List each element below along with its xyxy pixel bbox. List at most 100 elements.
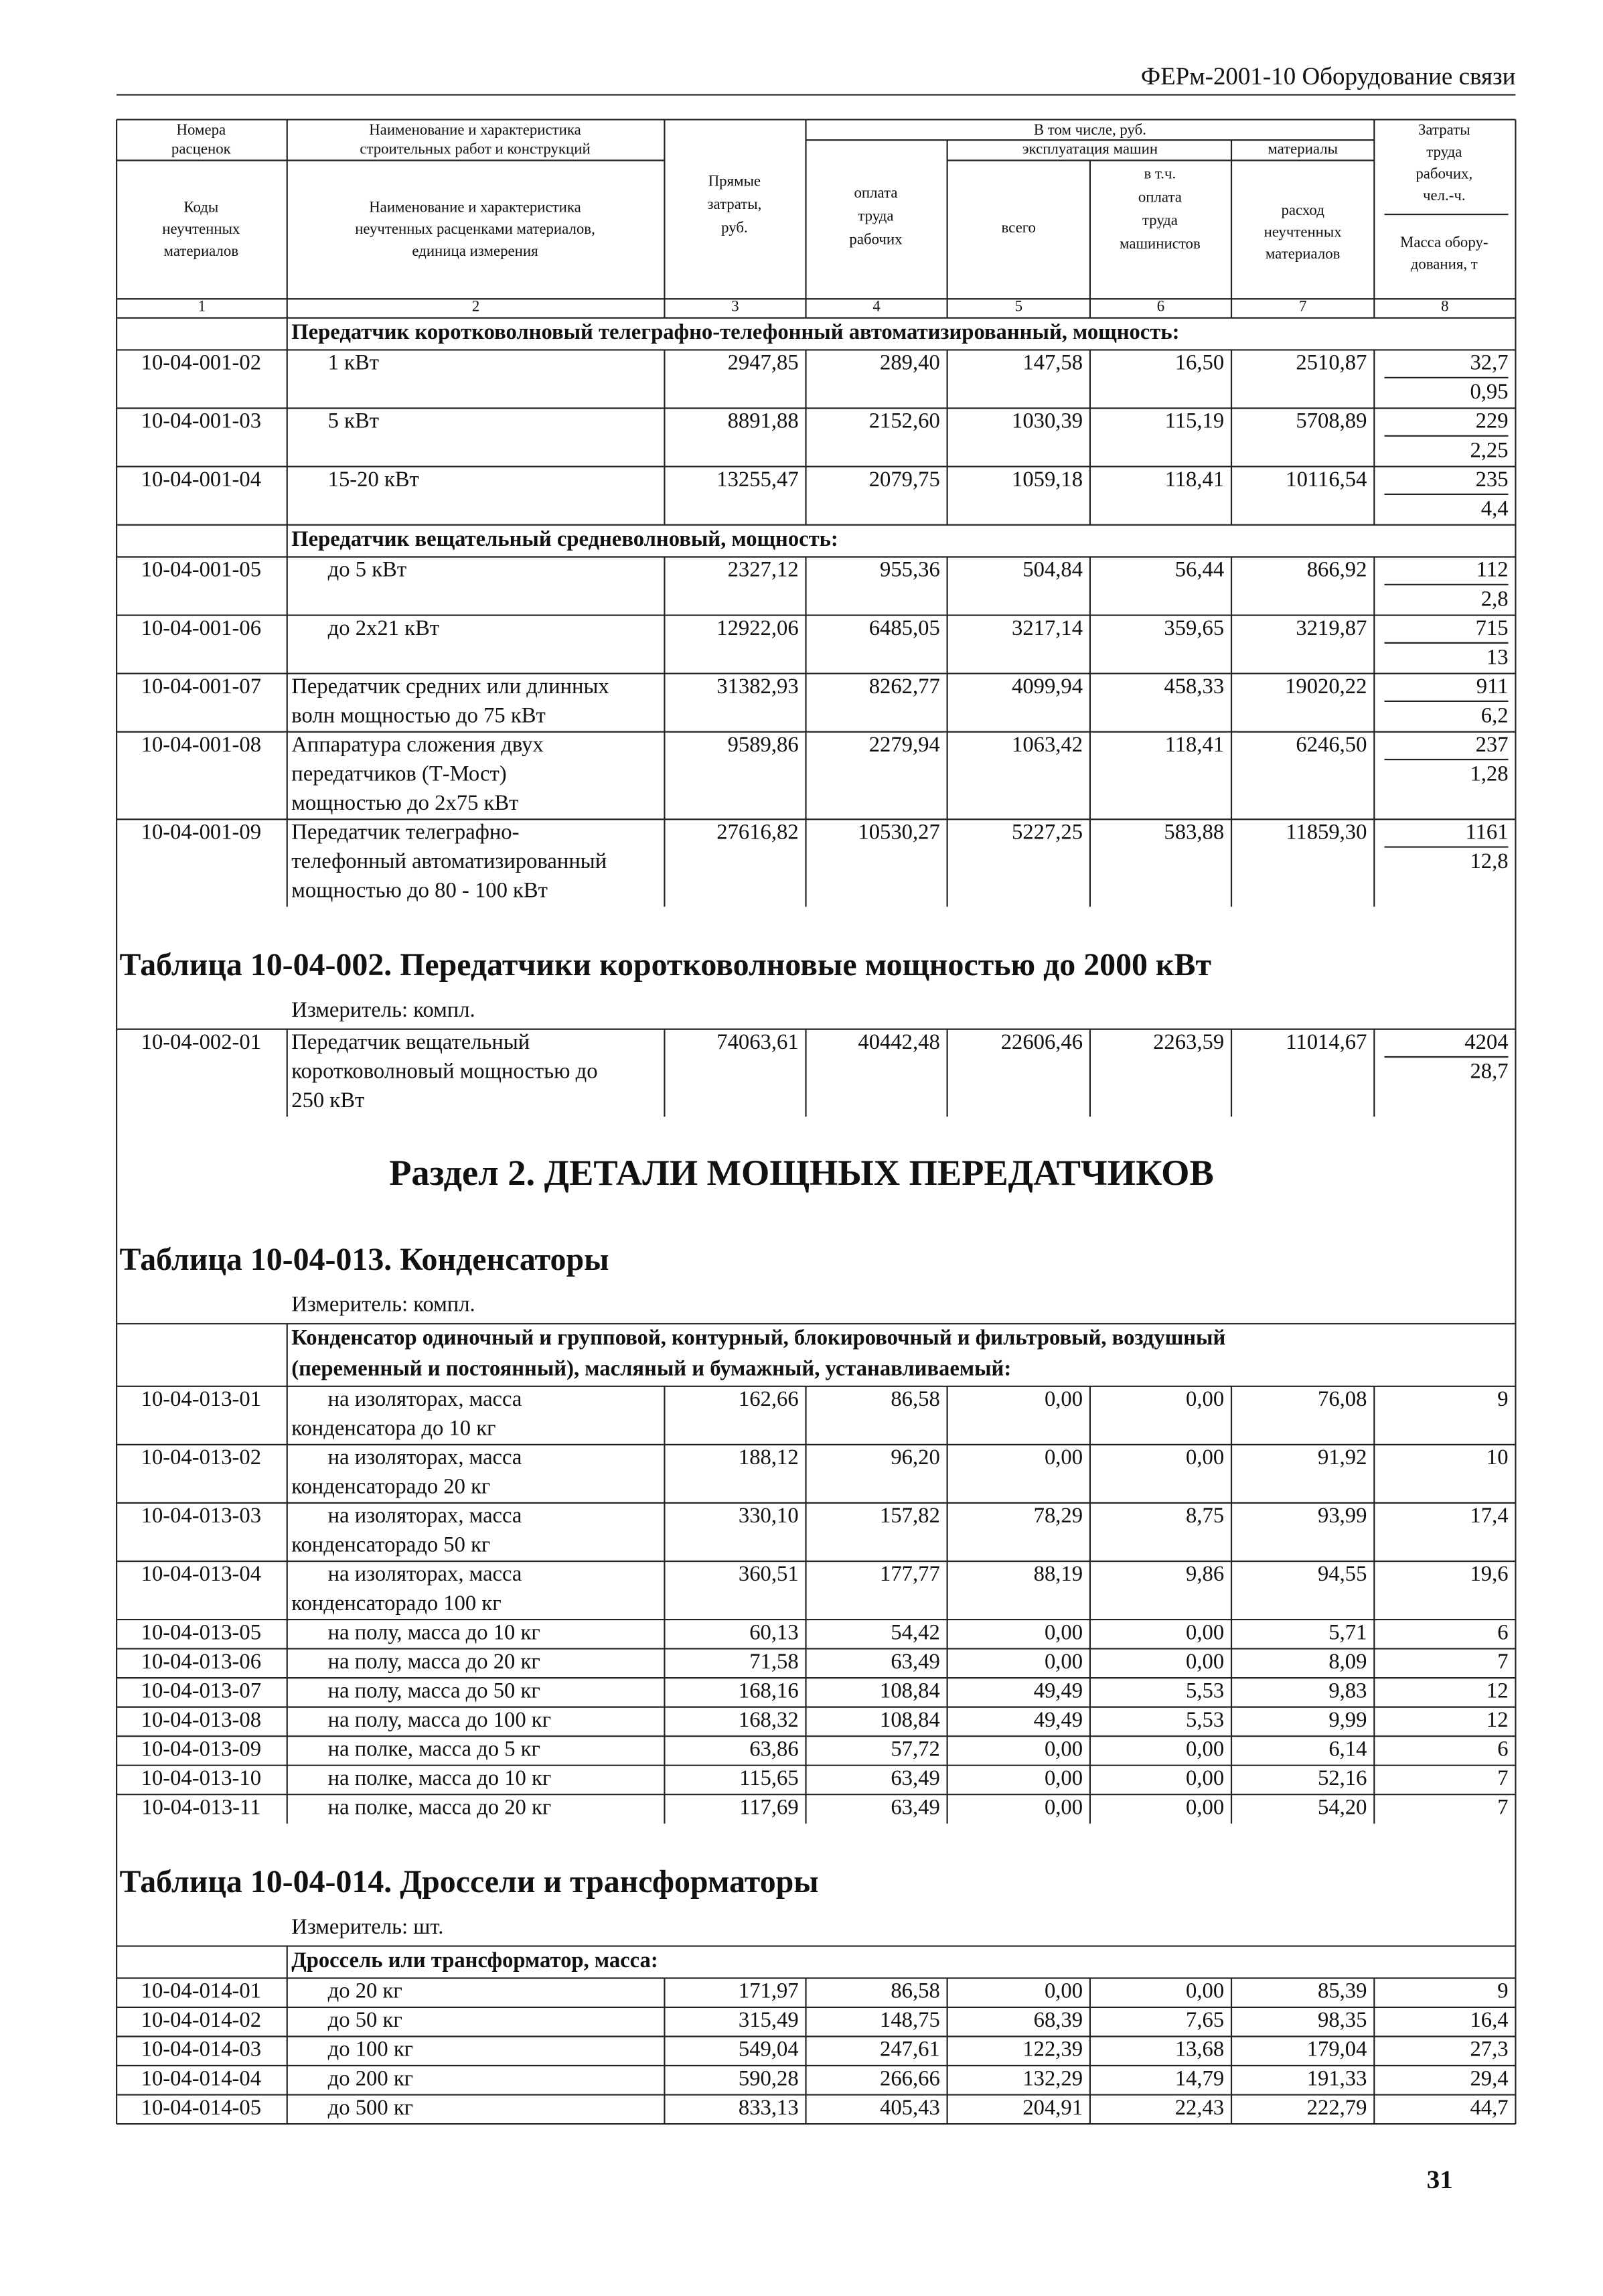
cost-value: 168,16: [739, 1678, 799, 1703]
labor-value: 44,7: [1470, 2096, 1508, 2120]
cost-value: 0,00: [1045, 1387, 1083, 1411]
labor-value: 32,7: [1470, 351, 1508, 375]
rate-code: 10-04-001-05: [141, 558, 261, 582]
cost-value: 60,13: [749, 1620, 798, 1644]
cost-value: 8891,88: [728, 409, 799, 433]
cost-value: 549,04: [739, 2037, 799, 2062]
rate-code: 10-04-002-01: [141, 1030, 261, 1054]
header-cell: Номера: [177, 121, 226, 138]
cost-value: 4099,94: [1012, 674, 1083, 699]
labor-value: 715: [1476, 616, 1509, 640]
cost-value: 122,39: [1022, 2037, 1083, 2062]
cost-value: 52,16: [1318, 1766, 1367, 1790]
rate-code: 10-04-001-03: [141, 409, 261, 433]
work-name: на изоляторах, масса: [328, 1387, 522, 1411]
rate-code: 10-04-014-04: [141, 2066, 261, 2090]
cost-value: 2152,60: [869, 409, 940, 433]
work-name: до 50 кг: [328, 2008, 402, 2032]
cost-value: 360,51: [739, 1562, 799, 1586]
rate-code: 10-04-001-02: [141, 351, 261, 375]
measurer: Измеритель: шт.: [291, 1915, 443, 1939]
mass-value: 2,8: [1481, 587, 1509, 611]
cost-value: 22,43: [1175, 2096, 1224, 2120]
cost-value: 11014,67: [1286, 1030, 1367, 1054]
work-name: передатчиков (Т-Мост): [291, 762, 506, 786]
group-title: Передатчик коротковолновый телеграфно-те…: [291, 320, 1179, 344]
header-cell: строительных работ и конструкций: [360, 141, 590, 157]
cost-value: 359,65: [1164, 616, 1224, 640]
cost-value: 6,14: [1328, 1737, 1367, 1761]
cost-value: 2327,12: [728, 558, 799, 582]
rate-code: 10-04-014-01: [141, 1979, 261, 2003]
header-cell: материалов: [164, 242, 239, 259]
mass-value: 2,25: [1470, 438, 1508, 462]
work-name: до 2х21 кВт: [328, 616, 439, 640]
work-name: 1 кВт: [328, 351, 379, 375]
header-cell: Наименование и характеристика: [369, 121, 581, 138]
rate-code: 10-04-014-05: [141, 2096, 261, 2120]
header-cell: неучтенных расценками материалов,: [355, 220, 595, 237]
work-name: на полке, масса до 10 кг: [328, 1766, 552, 1790]
rate-code: 10-04-014-03: [141, 2037, 261, 2062]
labor-value: 9: [1497, 1387, 1508, 1411]
cost-value: 0,00: [1186, 1650, 1224, 1674]
column-number: 6: [1157, 298, 1164, 315]
group-title: Передатчик вещательный средневолновый, м…: [291, 527, 838, 551]
cost-value: 0,00: [1045, 1795, 1083, 1819]
work-name: на изоляторах, масса: [328, 1504, 522, 1528]
cost-value: 8262,77: [869, 674, 940, 699]
cost-value: 204,91: [1022, 2096, 1083, 2120]
work-name: коротковолновый мощностью до: [291, 1059, 597, 1083]
labor-value: 1161: [1465, 820, 1508, 844]
cost-value: 5,53: [1186, 1678, 1224, 1703]
labor-value: 235: [1476, 468, 1509, 492]
header-cell: В том числе, руб.: [1034, 121, 1146, 138]
cost-value: 247,61: [880, 2037, 940, 2062]
cost-value: 8,75: [1186, 1504, 1224, 1528]
header-cell: Масса обору-: [1400, 234, 1488, 250]
work-name: до 20 кг: [328, 1979, 402, 2003]
cost-value: 118,41: [1165, 733, 1225, 757]
rate-code: 10-04-001-06: [141, 616, 261, 640]
cost-value: 31382,93: [716, 674, 798, 699]
cost-value: 68,39: [1034, 2008, 1083, 2032]
work-name: Передатчик средних или длинных: [291, 674, 609, 699]
cost-value: 93,99: [1318, 1504, 1367, 1528]
cost-value: 222,79: [1307, 2096, 1367, 2120]
cost-value: 19020,22: [1285, 674, 1367, 699]
cost-value: 78,29: [1034, 1504, 1083, 1528]
header-cell: рабочих,: [1416, 165, 1472, 182]
work-name: на изоляторах, масса: [328, 1445, 522, 1469]
header-cell: руб.: [721, 219, 748, 236]
table-title: Таблица 10-04-002. Передатчики коротково…: [119, 947, 1211, 983]
cost-value: 108,84: [880, 1708, 940, 1732]
labor-value: 16,4: [1470, 2008, 1508, 2032]
cost-value: 74063,61: [716, 1030, 798, 1054]
cost-value: 117,69: [739, 1795, 799, 1819]
header-cell: Коды: [183, 199, 218, 216]
cost-value: 0,00: [1186, 1979, 1224, 2003]
work-name: на полу, масса до 50 кг: [328, 1678, 540, 1703]
cost-value: 9,83: [1328, 1678, 1367, 1703]
work-name: Передатчик вещательный: [291, 1030, 530, 1054]
cost-value: 76,08: [1318, 1387, 1367, 1411]
rate-code: 10-04-013-01: [141, 1387, 261, 1411]
cost-value: 98,35: [1318, 2008, 1367, 2032]
cost-value: 0,00: [1045, 1766, 1083, 1790]
header-cell: эксплуатация машин: [1022, 141, 1158, 157]
cost-value: 590,28: [739, 2066, 799, 2090]
cost-value: 13255,47: [716, 468, 798, 492]
mass-value: 28,7: [1470, 1059, 1508, 1083]
rate-code: 10-04-013-03: [141, 1504, 261, 1528]
work-name: мощностью до 80 - 100 кВт: [291, 879, 548, 903]
labor-value: 4204: [1464, 1030, 1508, 1054]
measurer: Измеритель: компл.: [291, 998, 475, 1022]
cost-value: 56,44: [1175, 558, 1224, 582]
cost-value: 1030,39: [1012, 409, 1083, 433]
cost-value: 147,58: [1022, 351, 1083, 375]
work-name: телефонный автоматизированный: [291, 849, 607, 873]
cost-value: 5,71: [1328, 1620, 1367, 1644]
header-cell: машинистов: [1120, 235, 1201, 252]
header-cell: Наименование и характеристика: [369, 199, 581, 216]
labor-value: 9: [1497, 1979, 1508, 2003]
